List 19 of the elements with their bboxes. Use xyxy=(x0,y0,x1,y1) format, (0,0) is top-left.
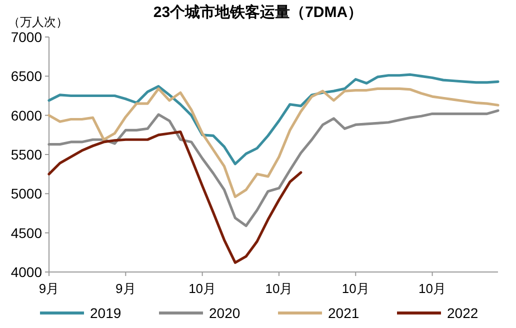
legend-label: 2020 xyxy=(209,305,240,321)
x-tick-label: 10月 xyxy=(188,281,216,296)
y-tick-label: 7000 xyxy=(10,29,42,45)
x-tick-label: 9月 xyxy=(38,281,60,296)
x-tick-label: 9月 xyxy=(116,281,136,296)
y-tick-label: 4500 xyxy=(10,224,42,241)
legend-label: 2021 xyxy=(328,305,360,321)
y-tick-label: 4000 xyxy=(10,264,42,280)
y-tick-label: 6500 xyxy=(10,68,42,84)
legend-label: 2022 xyxy=(447,305,478,321)
legend-label: 2019 xyxy=(90,305,122,321)
x-tick-label: 10月 xyxy=(418,281,446,296)
x-tick-label: 10月 xyxy=(265,281,293,296)
x-tick-label: 10月 xyxy=(342,281,370,296)
y-tick-label: 5000 xyxy=(10,186,42,202)
y-axis-title: （万人次） xyxy=(8,15,68,29)
chart-title: 23个城市地铁客运量（7DMA） xyxy=(153,3,363,21)
y-tick-label: 6000 xyxy=(10,107,42,124)
y-tick-label: 5500 xyxy=(10,146,42,162)
